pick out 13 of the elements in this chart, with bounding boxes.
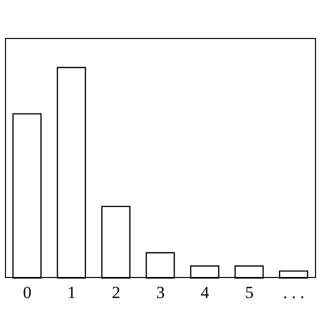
bar: [190, 265, 220, 279]
bar: [146, 252, 175, 279]
x-tick-label: 3: [156, 283, 165, 302]
bar: [101, 206, 130, 279]
bar: [234, 265, 264, 279]
x-tick-label: 5: [245, 283, 254, 302]
x-tick-label: . . .: [283, 283, 304, 302]
bar: [56, 66, 86, 279]
x-tick-label: 4: [200, 283, 210, 302]
bar: [12, 113, 42, 279]
x-tick-label: 1: [67, 283, 76, 302]
x-tick-label: 2: [112, 283, 120, 302]
x-tick-label: 0: [22, 283, 32, 302]
